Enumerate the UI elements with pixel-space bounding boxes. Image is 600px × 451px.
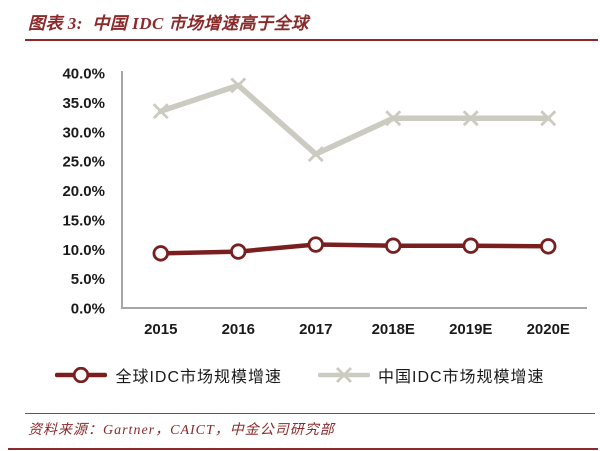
legend-label-china: 中国IDC市场规模增速 <box>378 369 545 386</box>
source-note: 资料来源：Gartner，CAICT，中金公司研究部 <box>28 423 335 438</box>
page-bottom-rule <box>8 448 598 450</box>
line-chart: 40.0% 35.0% 30.0% 25.0% 20.0% 15.0% 10.0% 5.0% 0… <box>62 66 587 338</box>
svg-text:2019E: 2019E <box>449 321 492 338</box>
svg-text:2015: 2015 <box>144 321 177 338</box>
svg-text:5.0%: 5.0% <box>71 271 105 288</box>
svg-text:10.0%: 10.0% <box>62 242 105 259</box>
svg-text:30.0%: 30.0% <box>62 124 105 141</box>
svg-text:2016: 2016 <box>222 321 255 338</box>
legend-item-global: 全球IDC市场规模增速 <box>55 363 282 387</box>
svg-text:2017: 2017 <box>299 321 332 338</box>
footer-divider <box>25 413 595 414</box>
svg-text:25.0%: 25.0% <box>62 154 105 171</box>
svg-text:40.0%: 40.0% <box>62 66 105 83</box>
chart-title: 图表 3: 中国 IDC 市场增速高于全球 <box>28 14 309 33</box>
svg-text:15.0%: 15.0% <box>62 212 105 229</box>
legend-item-china: 中国IDC市场规模增速 <box>318 363 545 387</box>
svg-text:2018E: 2018E <box>372 321 415 338</box>
x-axis-tick-labels: 2015 2016 2017 2018E 2019E 2020E <box>144 321 570 338</box>
series-中国IDC市场规模增速 <box>152 77 557 163</box>
series-全球IDC市场规模增速 <box>152 236 557 262</box>
global-series-marker-icon <box>55 367 108 383</box>
svg-text:35.0%: 35.0% <box>62 95 105 112</box>
svg-text:20.0%: 20.0% <box>62 183 105 200</box>
y-axis-tick-labels: 40.0% 35.0% 30.0% 25.0% 20.0% 15.0% 10.0% 5.0% 0… <box>62 66 105 318</box>
china-series-marker-icon <box>318 367 370 383</box>
legend-label-global: 全球IDC市场规模增速 <box>115 369 282 386</box>
title-divider <box>25 39 598 41</box>
svg-text:2020E: 2020E <box>527 321 570 338</box>
axis-lines <box>121 71 587 309</box>
chart-legend: 全球IDC市场规模增速 中国IDC市场规模增速 <box>0 358 600 392</box>
svg-text:0.0%: 0.0% <box>71 301 105 318</box>
